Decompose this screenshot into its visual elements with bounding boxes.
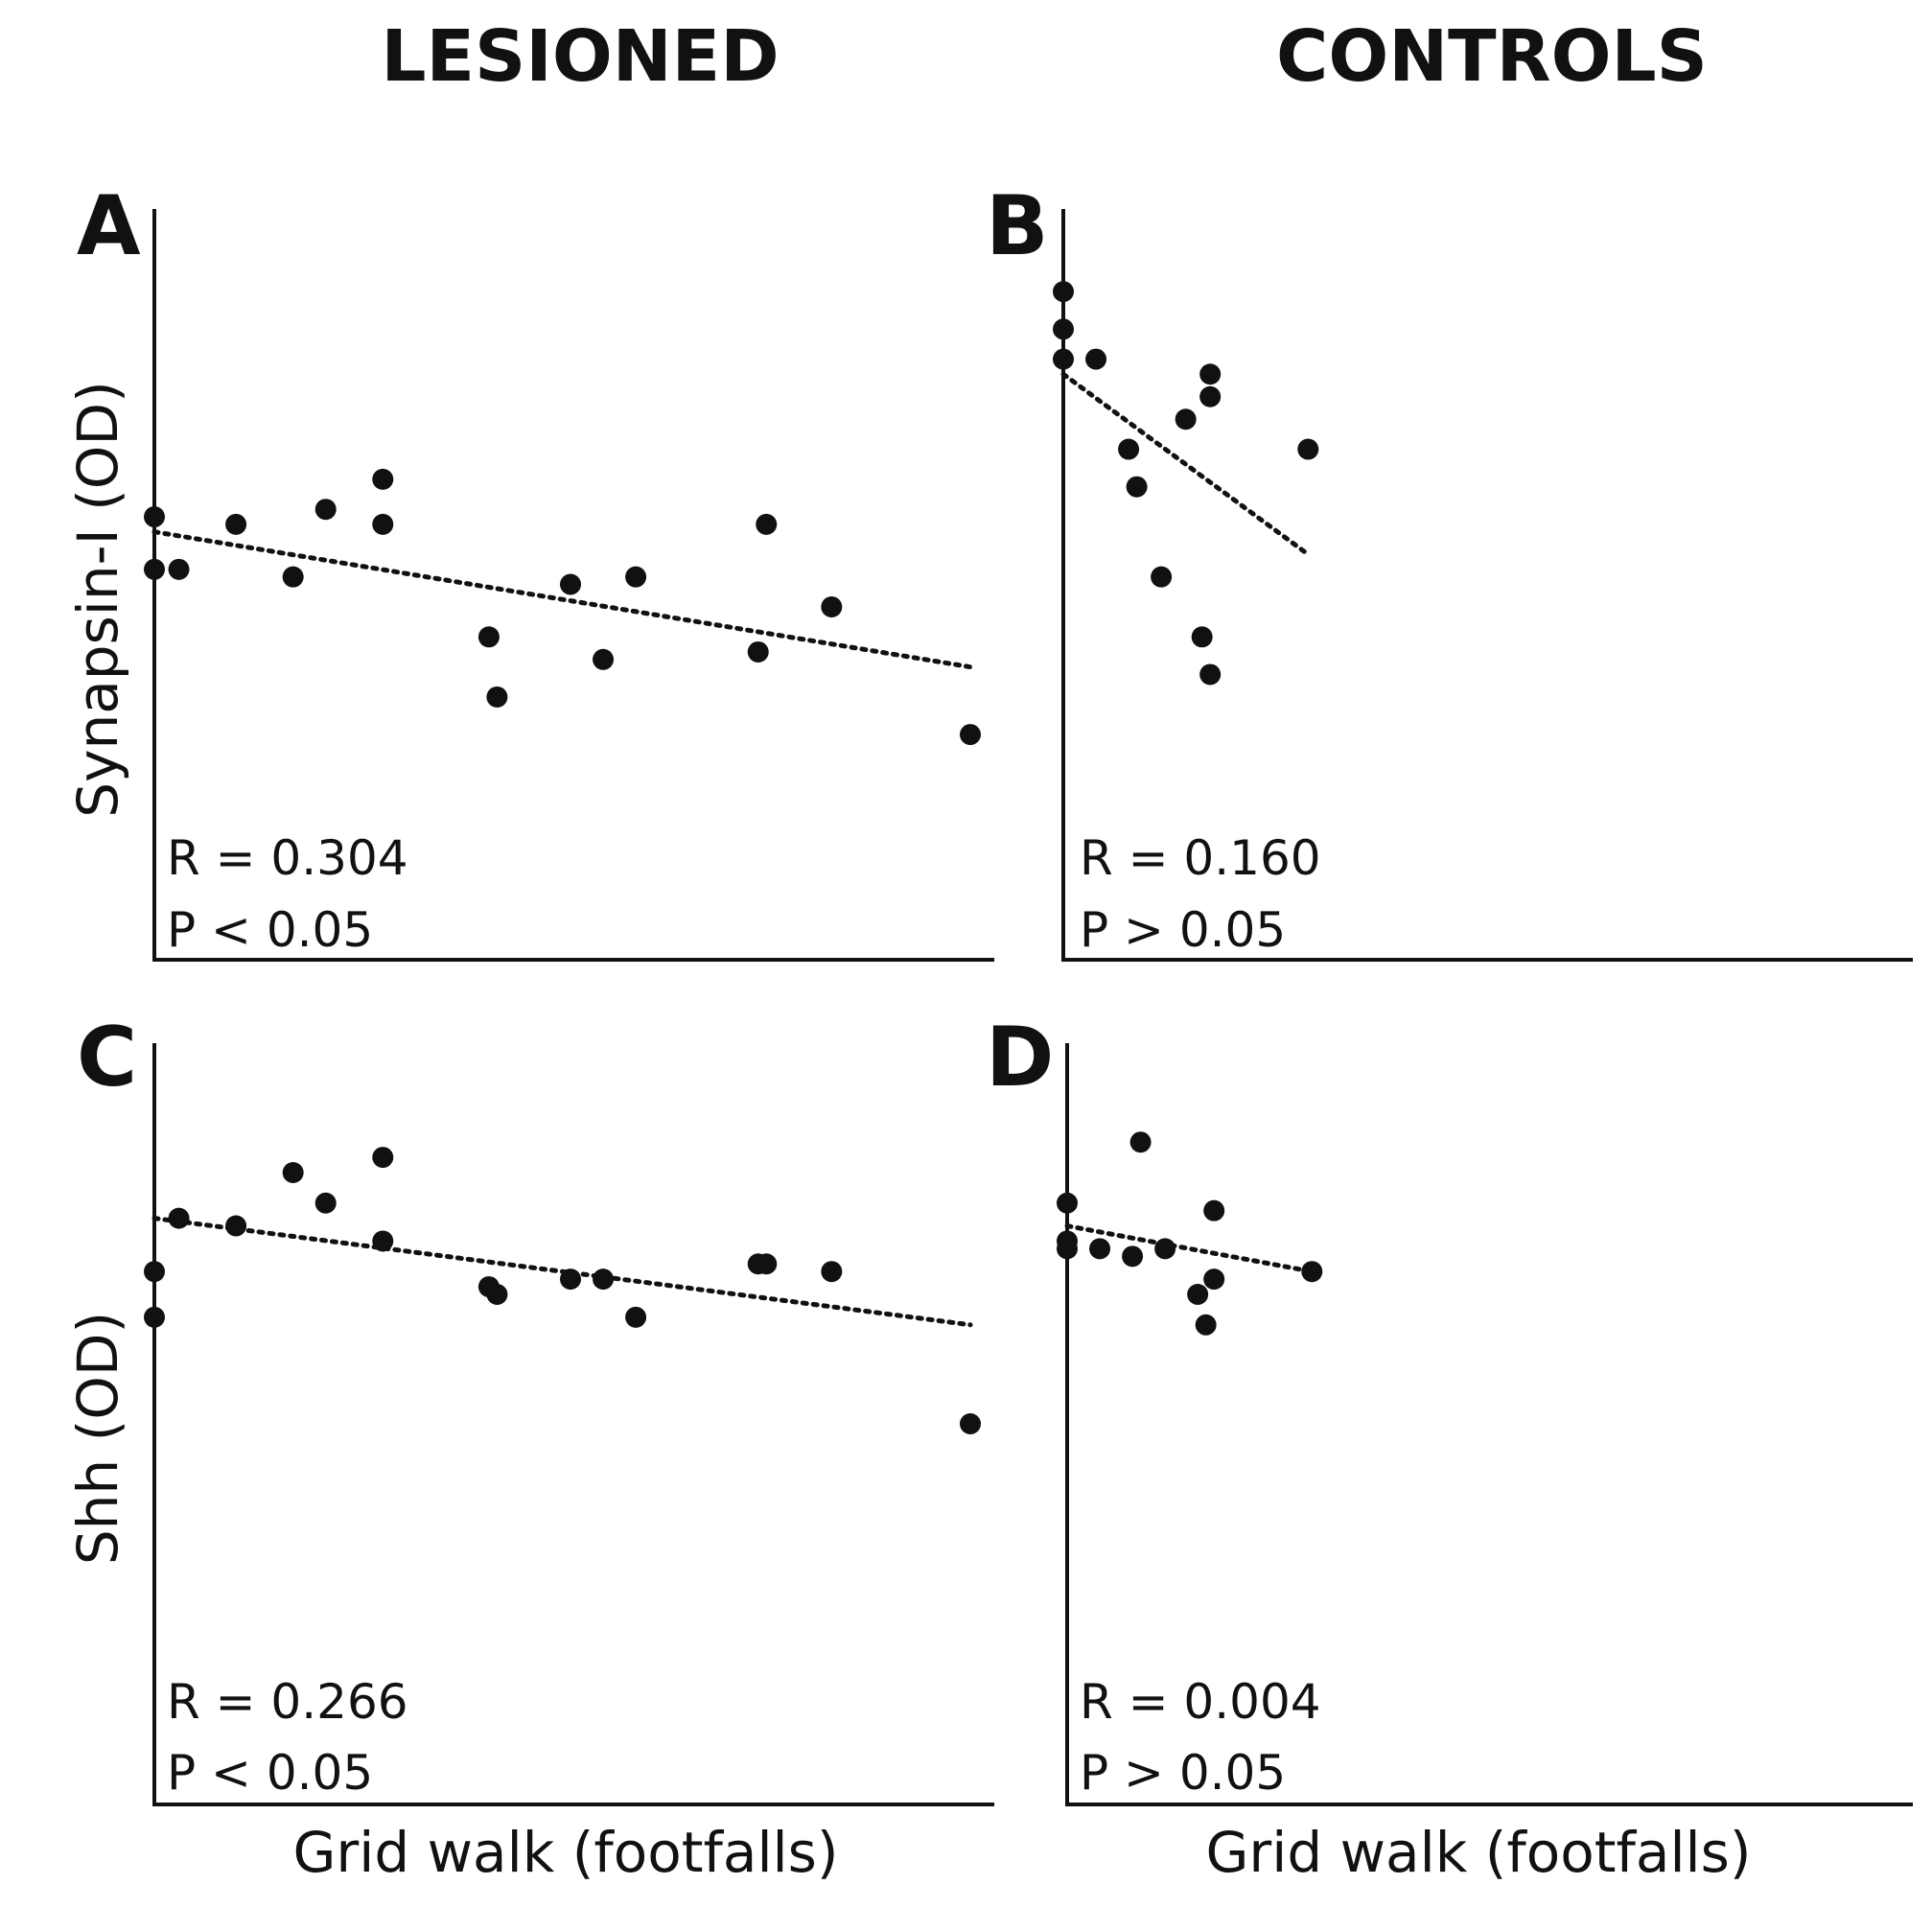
panel-d-data-point <box>1203 1199 1225 1222</box>
panel-b-data-point <box>1191 626 1213 648</box>
panel-d: D R = 0.004 P > 0.05 <box>986 1010 1913 1806</box>
panel-c-data-point <box>821 1261 843 1283</box>
panel-a-data-point <box>560 573 582 595</box>
panel-c-data-point <box>486 1284 508 1306</box>
panel-letter-b: B <box>986 178 1049 274</box>
panel-b-data-point <box>1297 438 1319 460</box>
panel-d-data-point <box>1089 1238 1111 1260</box>
panel-c-data-point <box>314 1192 337 1214</box>
panel-a-data-point <box>486 686 508 708</box>
panel-c-data-point <box>168 1207 190 1229</box>
panel-c-data-point <box>372 1230 394 1252</box>
panel-a-data-point <box>225 513 247 535</box>
panel-a-trend-line <box>151 529 973 670</box>
panel-a-p-value: P < 0.05 <box>167 902 373 958</box>
panel-a-data-point <box>821 595 843 617</box>
panel-a-data-point <box>372 513 394 535</box>
panel-a-data-point <box>144 558 165 580</box>
panel-c-trend-line <box>151 1216 973 1328</box>
panel-c-data-point <box>225 1215 247 1237</box>
panel-b-r-value: R = 0.160 <box>1080 830 1321 886</box>
panel-d-data-point <box>1187 1284 1209 1306</box>
panel-letter-d: D <box>986 1010 1054 1105</box>
x-axis-label-controls: Grid walk (footfalls) <box>1205 1820 1751 1885</box>
panel-d-data-point <box>1057 1192 1078 1214</box>
panel-a-data-point <box>625 566 647 588</box>
panel-a-data-point <box>756 513 778 535</box>
panel-a-data-point <box>168 558 190 580</box>
panel-d-data-point <box>1122 1245 1144 1268</box>
panel-a-data-point <box>282 566 304 588</box>
panel-b-data-point <box>1151 566 1173 588</box>
panel-d-data-point <box>1129 1131 1152 1153</box>
panel-d-data-point <box>1195 1314 1217 1336</box>
panel-a-data-point <box>477 626 500 648</box>
panel-c-data-point <box>372 1147 394 1169</box>
panel-b-data-point <box>1085 348 1107 370</box>
panel-c-p-value: P < 0.05 <box>167 1745 373 1801</box>
y-axis-label-shh: Shh (OD) <box>65 1312 130 1565</box>
panel-a-points-layer <box>144 468 981 746</box>
panel-b-data-point <box>1053 318 1074 340</box>
panel-c-data-point <box>756 1253 778 1275</box>
panel-b-p-value: P > 0.05 <box>1080 902 1286 958</box>
x-axis-label-lesioned: Grid walk (footfalls) <box>292 1820 838 1885</box>
panel-a-data-point <box>593 648 615 670</box>
panel-c-trend-layer <box>151 1216 973 1328</box>
panel-d-trend-line <box>1064 1223 1315 1274</box>
panel-c-data-point <box>560 1268 582 1291</box>
panel-a-data-point <box>144 506 165 528</box>
y-axis-label-synapsin: Synapsin-I (OD) <box>65 381 130 817</box>
panel-a-r-value: R = 0.304 <box>167 830 408 886</box>
panel-c-data-point <box>282 1161 304 1183</box>
panel-d-r-value: R = 0.004 <box>1080 1674 1321 1730</box>
panel-a: A R = 0.304 P < 0.05 <box>77 178 994 962</box>
panel-b-data-point <box>1199 385 1222 407</box>
panel-a-data-point <box>314 499 337 521</box>
panel-d-points-layer <box>1057 1131 1323 1336</box>
column-title-controls: CONTROLS <box>1276 15 1708 98</box>
panel-d-data-point <box>1203 1268 1225 1291</box>
panel-b-data-point <box>1175 408 1197 430</box>
panel-a-data-point <box>372 468 394 490</box>
panel-c-r-value: R = 0.266 <box>167 1674 408 1730</box>
panel-c-data-point <box>625 1306 647 1328</box>
panel-b-data-point <box>1199 363 1222 385</box>
panel-d-data-point <box>1301 1261 1323 1283</box>
panel-b-data-point <box>1053 281 1074 303</box>
panel-letter-c: C <box>77 1010 137 1105</box>
panel-b-data-point <box>1053 348 1074 370</box>
panel-a-trend-layer <box>151 529 973 670</box>
column-title-lesioned: LESIONED <box>381 15 779 98</box>
panel-d-data-point <box>1057 1238 1078 1260</box>
panel-d-p-value: P > 0.05 <box>1080 1745 1286 1801</box>
panel-b-points-layer <box>1053 281 1319 686</box>
panel-b-data-point <box>1199 663 1222 686</box>
panel-c-data-point <box>144 1261 165 1283</box>
panel-d-trend-layer <box>1064 1223 1315 1274</box>
panel-a-data-point <box>960 724 981 746</box>
panel-b-data-point <box>1118 438 1140 460</box>
panel-b-trend-line <box>1060 371 1311 557</box>
panel-c-data-point <box>960 1413 981 1434</box>
panel-letter-a: A <box>77 178 141 274</box>
panel-c-points-layer <box>144 1147 981 1434</box>
panel-b-data-point <box>1126 476 1148 498</box>
panel-d-data-point <box>1154 1238 1176 1260</box>
panel-b-trend-layer <box>1060 371 1311 557</box>
panel-c-data-point <box>593 1268 615 1291</box>
panel-c-data-point <box>144 1306 165 1328</box>
panel-a-data-point <box>747 640 769 663</box>
panel-c: C R = 0.266 P < 0.05 <box>77 1010 994 1806</box>
panel-b: B R = 0.160 P > 0.05 <box>986 178 1913 962</box>
